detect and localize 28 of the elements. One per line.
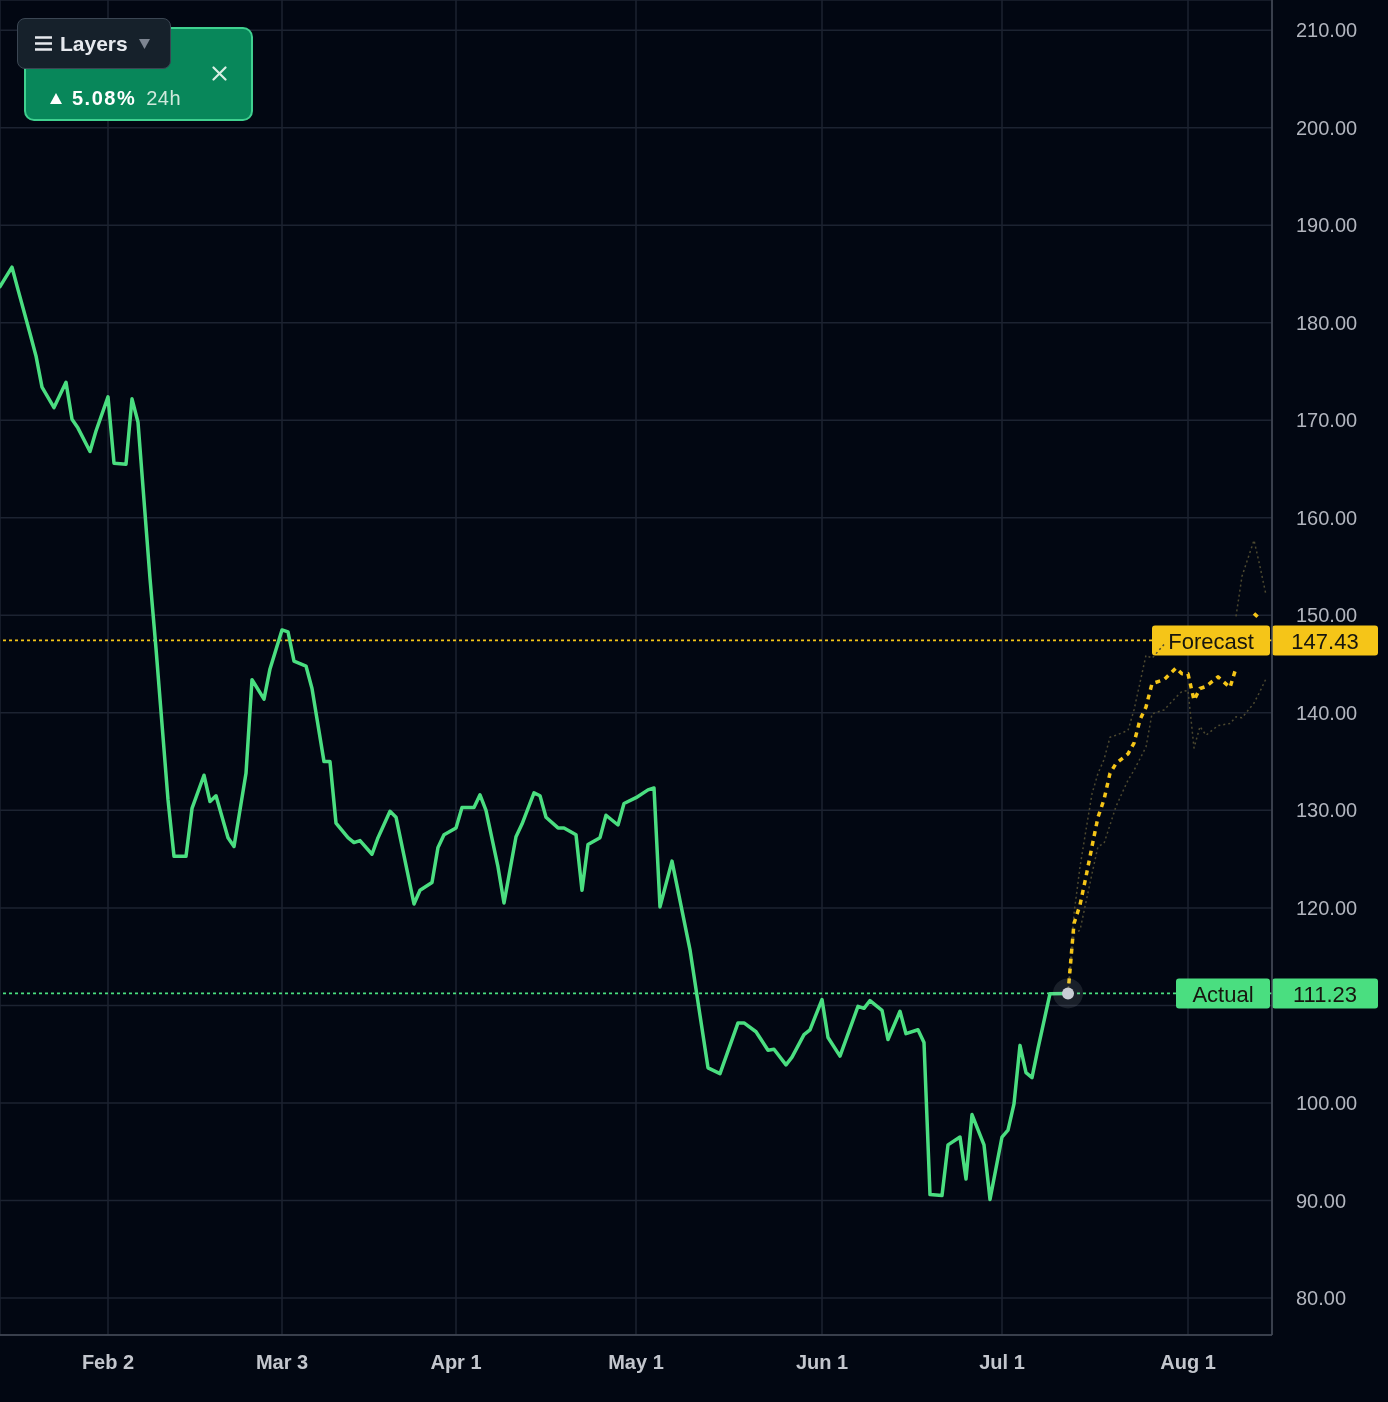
y-tick-label: 170.00: [1296, 409, 1358, 432]
annotation: 5.08%: [72, 87, 137, 110]
annotation: 24h: [146, 87, 182, 110]
y-tick-label: 190.00: [1296, 214, 1358, 237]
ref-line-label: Actual: [1192, 981, 1254, 1007]
x-tick-label: Jul 1: [979, 1351, 1025, 1374]
text: 111.23: [1292, 981, 1358, 1007]
y-tick-label: 150.00: [1296, 604, 1358, 627]
y-tick-label: 160.00: [1296, 506, 1358, 529]
y-tick-label: 180.00: [1296, 311, 1358, 334]
y-tick-label: 210.00: [1296, 19, 1358, 42]
y-tick-label: 130.00: [1296, 799, 1358, 822]
y-tick-label: 140.00: [1296, 701, 1358, 724]
y-tick-label: 120.00: [1296, 896, 1358, 919]
x-tick-label: Aug 1: [1160, 1351, 1216, 1374]
y-tick-label: 80.00: [1296, 1287, 1347, 1310]
y-tick-label: 200.00: [1296, 116, 1358, 139]
y-tick-label: 100.00: [1296, 1092, 1358, 1115]
x-tick-label: Mar 3: [255, 1351, 309, 1374]
x-tick-label: May 1: [608, 1351, 664, 1374]
x-tick-label: Apr 1: [430, 1351, 482, 1374]
text: 147.43: [1291, 628, 1359, 654]
y-tick-label: 90.00: [1296, 1189, 1347, 1212]
x-tick-label: Jun 1: [795, 1351, 849, 1374]
ref-line-label: Forecast: [1168, 628, 1254, 654]
dropdown-button: Layers: [17, 18, 171, 69]
x-tick-label: Feb 2: [81, 1351, 135, 1374]
annotation: Layers: [60, 31, 128, 56]
